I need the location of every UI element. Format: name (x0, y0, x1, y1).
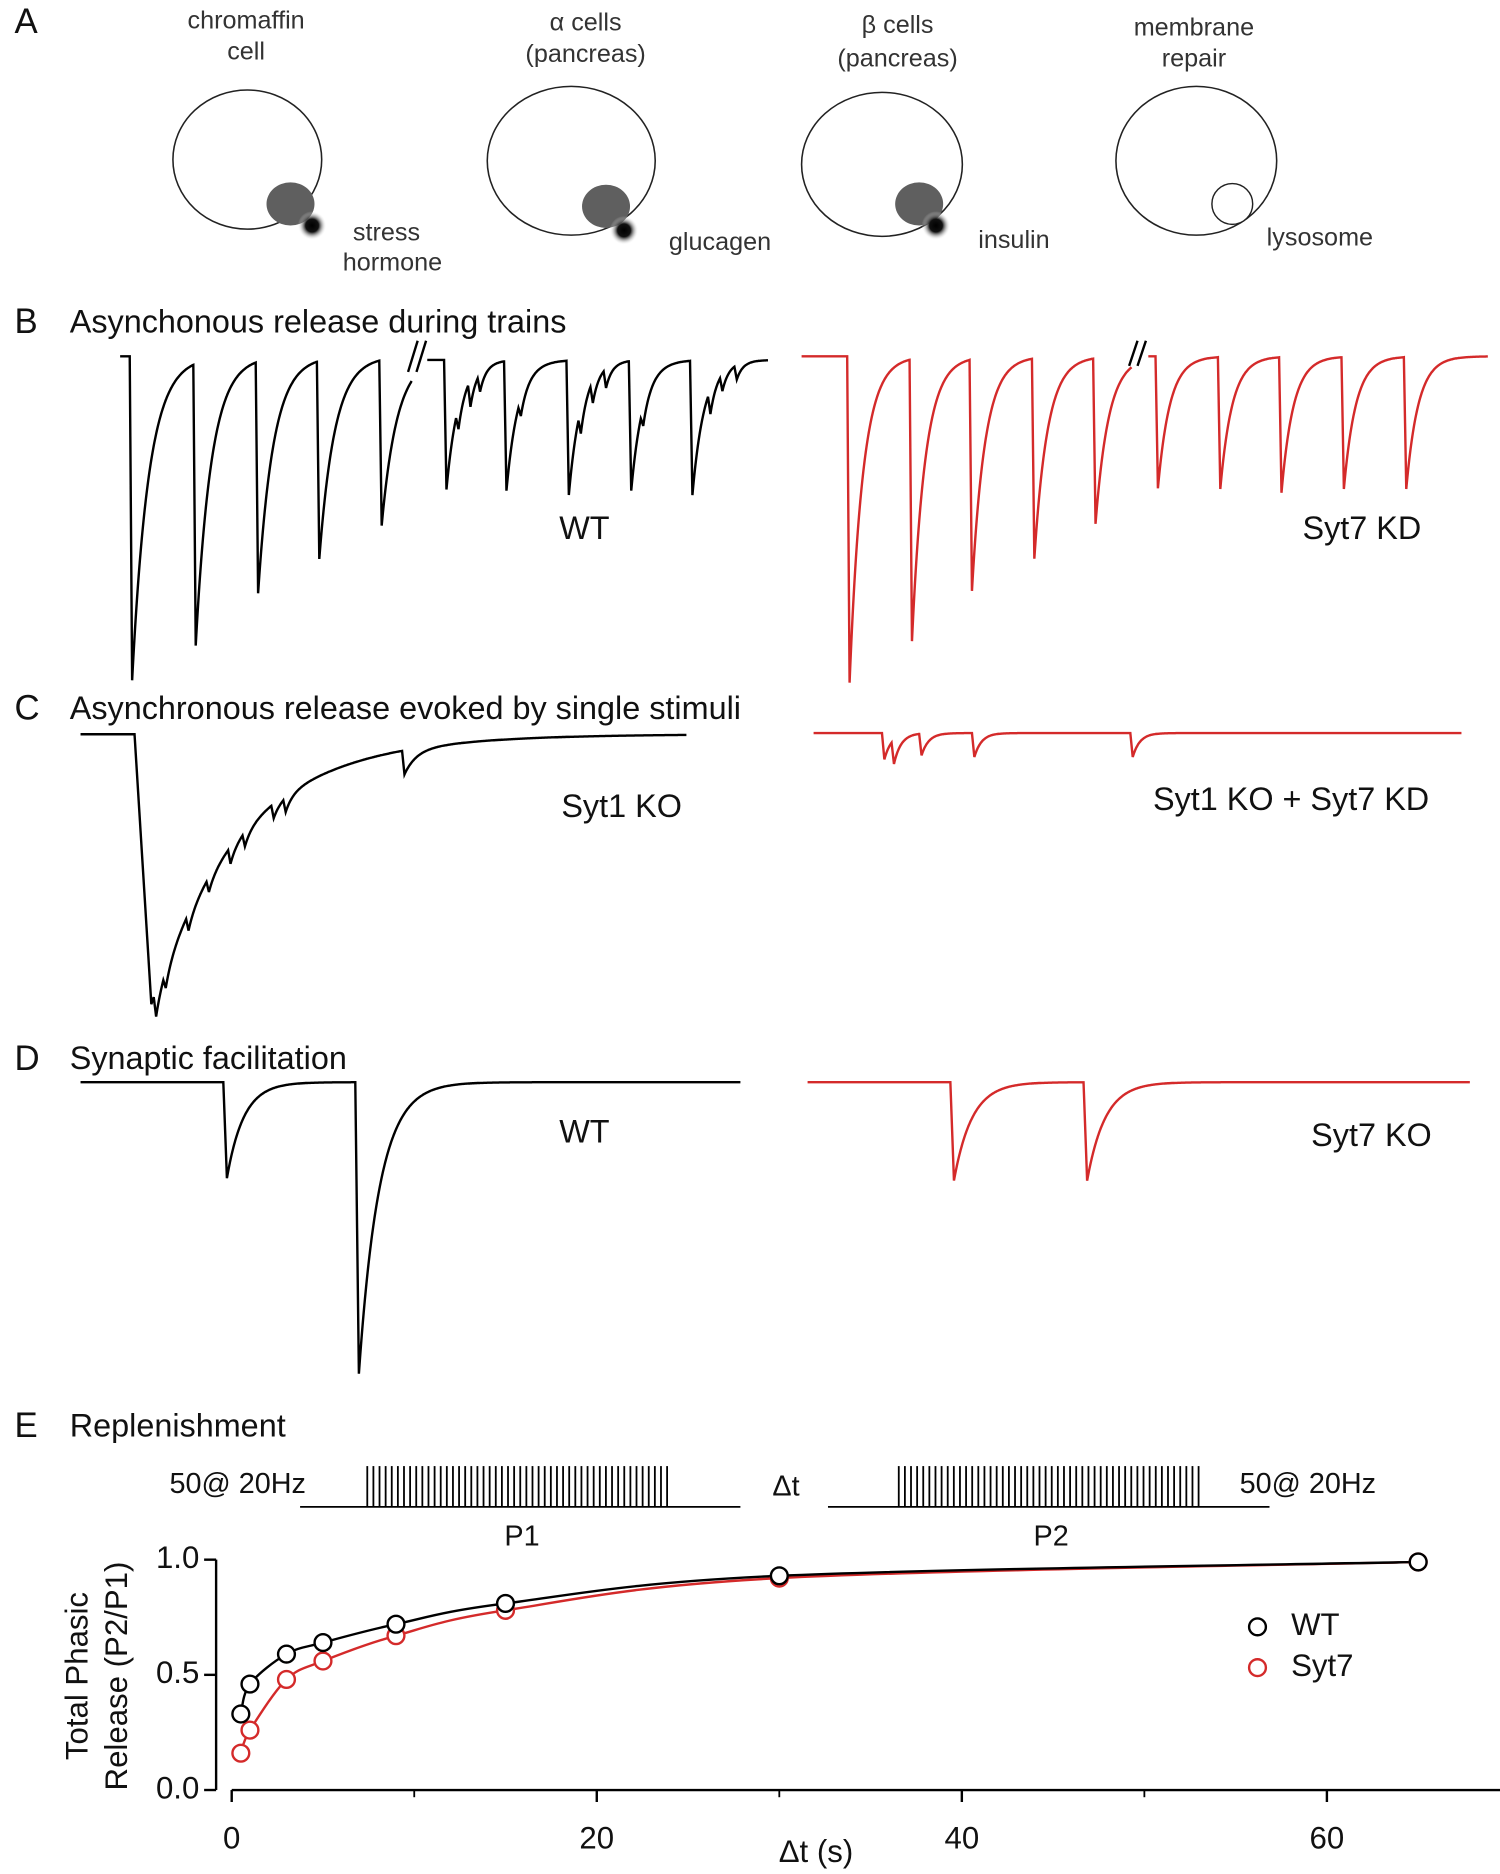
x-tick-label: 0 (223, 1821, 240, 1856)
break-mark (1127, 340, 1148, 367)
data-point (276, 1644, 297, 1664)
cell-title: chromaffin (188, 6, 305, 34)
y-tick-label: 0.5 (156, 1655, 199, 1690)
panel-title: Replenishment (70, 1407, 286, 1443)
x-axis-label: Δt (s) (779, 1834, 854, 1869)
panel-title: Asynchronous release evoked by single st… (70, 690, 741, 726)
cell-title: (pancreas) (525, 40, 645, 68)
data-point (240, 1720, 260, 1740)
panel-letter: B (15, 303, 38, 341)
vesicle (266, 182, 315, 226)
legend-label: Syt7 (1291, 1648, 1353, 1683)
cell-caption: hormone (343, 249, 442, 277)
break-mark (406, 340, 428, 373)
trace-label: Syt7 KD (1302, 510, 1421, 546)
trace (427, 358, 768, 496)
cell-caption: insulin (978, 226, 1049, 254)
x-tick-label: 20 (579, 1821, 614, 1856)
lysosome (1211, 182, 1254, 226)
fit-line (239, 1560, 1419, 1715)
trace (813, 731, 1462, 765)
x-tick-label: 60 (1310, 1821, 1345, 1856)
trace-label: WT (559, 510, 610, 546)
trace (1148, 355, 1488, 493)
fit-line (239, 1560, 1419, 1754)
panel-letter: A (15, 3, 39, 41)
trace-label: WT (559, 1113, 610, 1149)
panel-title: Asynchonous release during trains (70, 303, 567, 339)
cell-outline (486, 85, 657, 236)
trace (120, 355, 413, 681)
cell-title: cell (227, 37, 265, 65)
x-tick-label: 40 (944, 1821, 979, 1856)
data-point (231, 1743, 251, 1763)
trace-label: Syt1 KO (561, 788, 682, 824)
legend-marker (1247, 1617, 1268, 1637)
data-point (231, 1704, 251, 1724)
cell-title: repair (1162, 45, 1226, 73)
data-point (769, 1566, 789, 1586)
y-axis-label: Total Phasic (60, 1592, 95, 1760)
data-point (313, 1651, 333, 1671)
protocol-label: 50@ 20Hz (1240, 1468, 1376, 1500)
cell-caption: stress (353, 219, 420, 247)
panel-letter: C (15, 689, 40, 727)
release-spot (609, 215, 639, 245)
y-tick-label: 0.0 (156, 1770, 199, 1805)
protocol-label: 50@ 20Hz (169, 1468, 305, 1500)
data-point (276, 1669, 297, 1690)
panel-letter: E (15, 1407, 38, 1445)
panel-title: Synaptic facilitation (70, 1040, 347, 1076)
cell-title: β cells (862, 11, 934, 39)
trace-label: Syt1 KO + Syt7 KD (1153, 781, 1429, 817)
panel-letter: D (15, 1040, 40, 1078)
trace (80, 1080, 741, 1374)
data-point (495, 1593, 516, 1614)
cell-title: membrane (1134, 13, 1254, 41)
traces (80, 355, 1488, 1374)
chart: 0 20 40 60 0.0 0.5 1.0 WT Syt7 (156, 1540, 1500, 1856)
y-tick-label: 1.0 (156, 1540, 199, 1575)
data-point (240, 1674, 260, 1694)
y-axis-label: Release (P2/P1) (99, 1562, 134, 1791)
cell-title: α cells (550, 9, 622, 37)
data-point (386, 1614, 406, 1634)
cell-outline (1115, 85, 1278, 236)
trace (807, 1080, 1470, 1181)
release-spot (921, 211, 951, 240)
protocol-label: P1 (504, 1521, 539, 1553)
trace (801, 355, 1133, 683)
legend-marker (1247, 1658, 1268, 1678)
cell-outline (172, 89, 323, 230)
data-point (313, 1632, 333, 1653)
cell-outline (800, 91, 964, 238)
trace (80, 733, 687, 1017)
vesicle (582, 184, 631, 228)
cell-title: (pancreas) (837, 45, 957, 73)
data-point (1408, 1552, 1428, 1572)
protocol-label: Δt (772, 1470, 799, 1502)
protocol-label: P2 (1034, 1521, 1069, 1553)
cell-caption: glucagen (669, 228, 771, 256)
trace-label: Syt7 KO (1311, 1117, 1432, 1153)
cell-caption: lysosome (1267, 223, 1373, 251)
stimulus-train (366, 1466, 1200, 1507)
legend-label: WT (1291, 1607, 1340, 1642)
release-spot (297, 211, 327, 240)
